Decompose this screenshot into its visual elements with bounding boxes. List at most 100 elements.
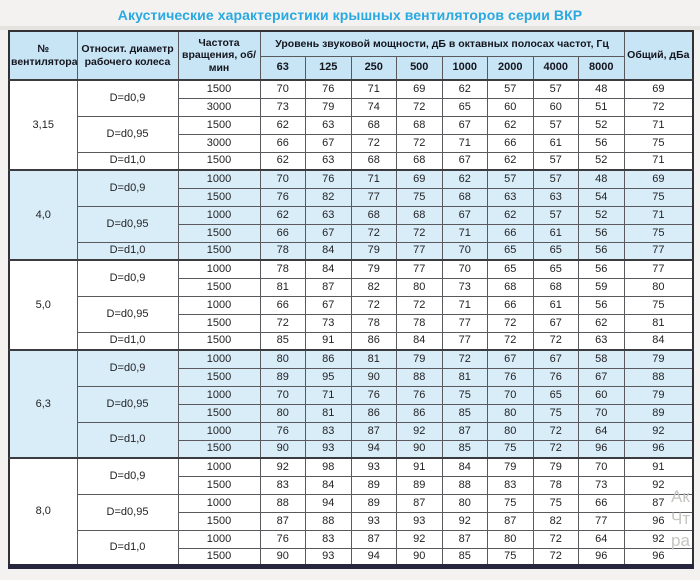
level-cell: 67 xyxy=(578,367,625,387)
level-cell: 51 xyxy=(578,97,625,117)
acoustic-table-body: 3,15 D=d0,9 1500 70 76 71 69 62 57 57 48 69 3000 73 79… xyxy=(8,79,694,567)
level-cell: 54 xyxy=(578,187,625,207)
level-cell: 72 xyxy=(532,439,579,459)
level-cell: 66 xyxy=(259,223,306,243)
level-cell: 90 xyxy=(396,547,443,567)
level-cell: 59 xyxy=(578,277,625,297)
total-cell: 79 xyxy=(623,385,694,405)
rpm-cell: 1000 xyxy=(177,259,261,279)
level-cell: 93 xyxy=(350,511,397,531)
level-cell: 66 xyxy=(578,493,625,513)
level-cell: 61 xyxy=(532,133,579,153)
level-cell: 87 xyxy=(441,529,488,549)
table-row: D=d0,95 1000 70 71 76 76 75 70 65 60 79 xyxy=(9,385,694,423)
level-cell: 56 xyxy=(578,133,625,153)
total-cell: 96 xyxy=(623,511,694,531)
level-cell: 63 xyxy=(305,205,352,225)
diameter-cell: D=d0,9 xyxy=(76,259,179,297)
diameter-cell: D=d1,0 xyxy=(76,241,179,261)
rpm-cell: 1000 xyxy=(177,421,261,441)
level-cell: 87 xyxy=(441,421,488,441)
level-cell: 62 xyxy=(259,205,306,225)
total-cell: 96 xyxy=(623,439,694,459)
level-cell: 48 xyxy=(578,79,625,99)
title-divider xyxy=(0,26,700,30)
level-cell: 76 xyxy=(259,421,306,441)
level-cell: 89 xyxy=(350,475,397,495)
level-cell: 76 xyxy=(350,385,397,405)
level-cell: 90 xyxy=(350,367,397,387)
level-cell: 78 xyxy=(396,313,443,333)
level-cell: 81 xyxy=(259,277,306,297)
rpm-cell: 1500 xyxy=(177,475,261,495)
level-cell: 79 xyxy=(396,349,443,369)
total-cell: 71 xyxy=(623,205,694,225)
header-total: Общий, дБа xyxy=(623,30,694,81)
rpm-cell: 1500 xyxy=(177,331,261,351)
level-cell: 67 xyxy=(441,115,488,135)
level-cell: 93 xyxy=(305,547,352,567)
header-row-frequencies: 63 125 250 500 1000 2000 4000 8000 xyxy=(9,55,693,81)
level-cell: 75 xyxy=(487,493,534,513)
diameter-cell: D=d1,0 xyxy=(76,529,179,567)
total-cell: 72 xyxy=(623,97,694,117)
total-cell: 92 xyxy=(623,529,694,549)
level-cell: 62 xyxy=(487,151,534,171)
level-cell: 96 xyxy=(578,439,625,459)
level-cell: 85 xyxy=(441,439,488,459)
level-cell: 65 xyxy=(532,385,579,405)
rpm-cell: 1500 xyxy=(177,241,261,261)
level-cell: 77 xyxy=(441,313,488,333)
level-cell: 70 xyxy=(259,385,306,405)
level-cell: 81 xyxy=(441,367,488,387)
total-cell: 87 xyxy=(623,493,694,513)
level-cell: 78 xyxy=(259,259,306,279)
level-cell: 93 xyxy=(396,511,443,531)
level-cell: 71 xyxy=(441,133,488,153)
level-cell: 75 xyxy=(487,547,534,567)
level-cell: 94 xyxy=(305,493,352,513)
level-cell: 72 xyxy=(396,223,443,243)
level-cell: 75 xyxy=(532,493,579,513)
rpm-cell: 1500 xyxy=(177,403,261,423)
level-cell: 67 xyxy=(305,295,352,315)
table-row: D=d1,0 1000 76 83 87 92 87 80 72 64 92 xyxy=(9,529,694,567)
rpm-cell: 1000 xyxy=(177,205,261,225)
level-cell: 73 xyxy=(259,97,306,117)
table-row: 1500 83 84 89 89 88 83 78 73 92 xyxy=(9,475,694,495)
level-cell: 70 xyxy=(441,259,488,279)
total-cell: 71 xyxy=(623,151,694,171)
level-cell: 82 xyxy=(532,511,579,531)
level-cell: 79 xyxy=(532,457,579,477)
level-cell: 96 xyxy=(578,547,625,567)
header-spl-group: Уровень звуковой мощности, дБ в октавных… xyxy=(259,30,625,57)
level-cell: 73 xyxy=(441,277,488,297)
level-cell: 82 xyxy=(305,187,352,207)
total-cell: 79 xyxy=(623,349,694,369)
level-cell: 63 xyxy=(578,331,625,351)
level-cell: 86 xyxy=(350,403,397,423)
level-cell: 61 xyxy=(532,295,579,315)
level-cell: 98 xyxy=(305,457,352,477)
diameter-cell: D=d1,0 xyxy=(76,151,179,171)
diameter-cell: D=d1,0 xyxy=(76,331,179,351)
level-cell: 62 xyxy=(259,151,306,171)
fan-no-cell: 3,15 xyxy=(8,79,78,171)
level-cell: 81 xyxy=(350,349,397,369)
level-cell: 91 xyxy=(305,331,352,351)
total-cell: 69 xyxy=(623,169,694,189)
level-cell: 84 xyxy=(441,457,488,477)
level-cell: 70 xyxy=(578,403,625,423)
level-cell: 78 xyxy=(350,313,397,333)
level-cell: 57 xyxy=(487,169,534,189)
level-cell: 73 xyxy=(578,475,625,495)
level-cell: 83 xyxy=(305,529,352,549)
level-cell: 62 xyxy=(441,79,488,99)
level-cell: 85 xyxy=(441,403,488,423)
level-cell: 60 xyxy=(487,97,534,117)
rpm-cell: 1500 xyxy=(177,439,261,459)
level-cell: 72 xyxy=(396,97,443,117)
level-cell: 68 xyxy=(487,277,534,297)
rpm-cell: 1000 xyxy=(177,529,261,549)
fan-no-cell: 4,0 xyxy=(8,169,78,261)
